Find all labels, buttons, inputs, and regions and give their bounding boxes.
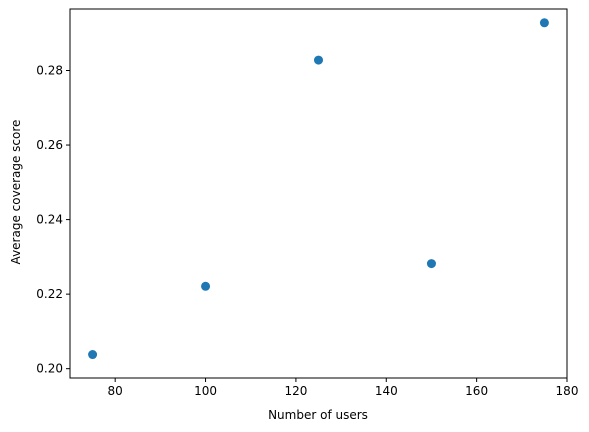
x-tick-label: 100 (194, 384, 217, 398)
x-axis-ticks: 80 100 120 140 160 180 (108, 378, 579, 398)
data-points (88, 18, 549, 360)
data-point (539, 18, 549, 28)
data-point (426, 259, 436, 269)
y-axis-label: Average coverage score (9, 120, 23, 265)
x-axis-label: Number of users (268, 408, 368, 422)
x-tick-label: 80 (108, 384, 123, 398)
y-tick-label: 0.22 (36, 287, 63, 301)
x-tick-label: 180 (556, 384, 579, 398)
x-tick-label: 160 (465, 384, 488, 398)
plot-area (69, 8, 568, 379)
data-point (314, 55, 323, 65)
plot-frame (69, 8, 568, 379)
x-tick-label: 120 (284, 384, 307, 398)
y-axis-ticks: 0.20 0.22 0.24 0.26 0.28 (36, 64, 70, 376)
data-point (88, 350, 98, 360)
x-tick-label: 140 (375, 384, 398, 398)
y-tick-label: 0.26 (36, 138, 63, 152)
y-tick-label: 0.24 (36, 213, 63, 227)
y-tick-label: 0.20 (36, 362, 63, 376)
data-point (201, 281, 211, 291)
y-tick-label: 0.28 (36, 64, 63, 78)
